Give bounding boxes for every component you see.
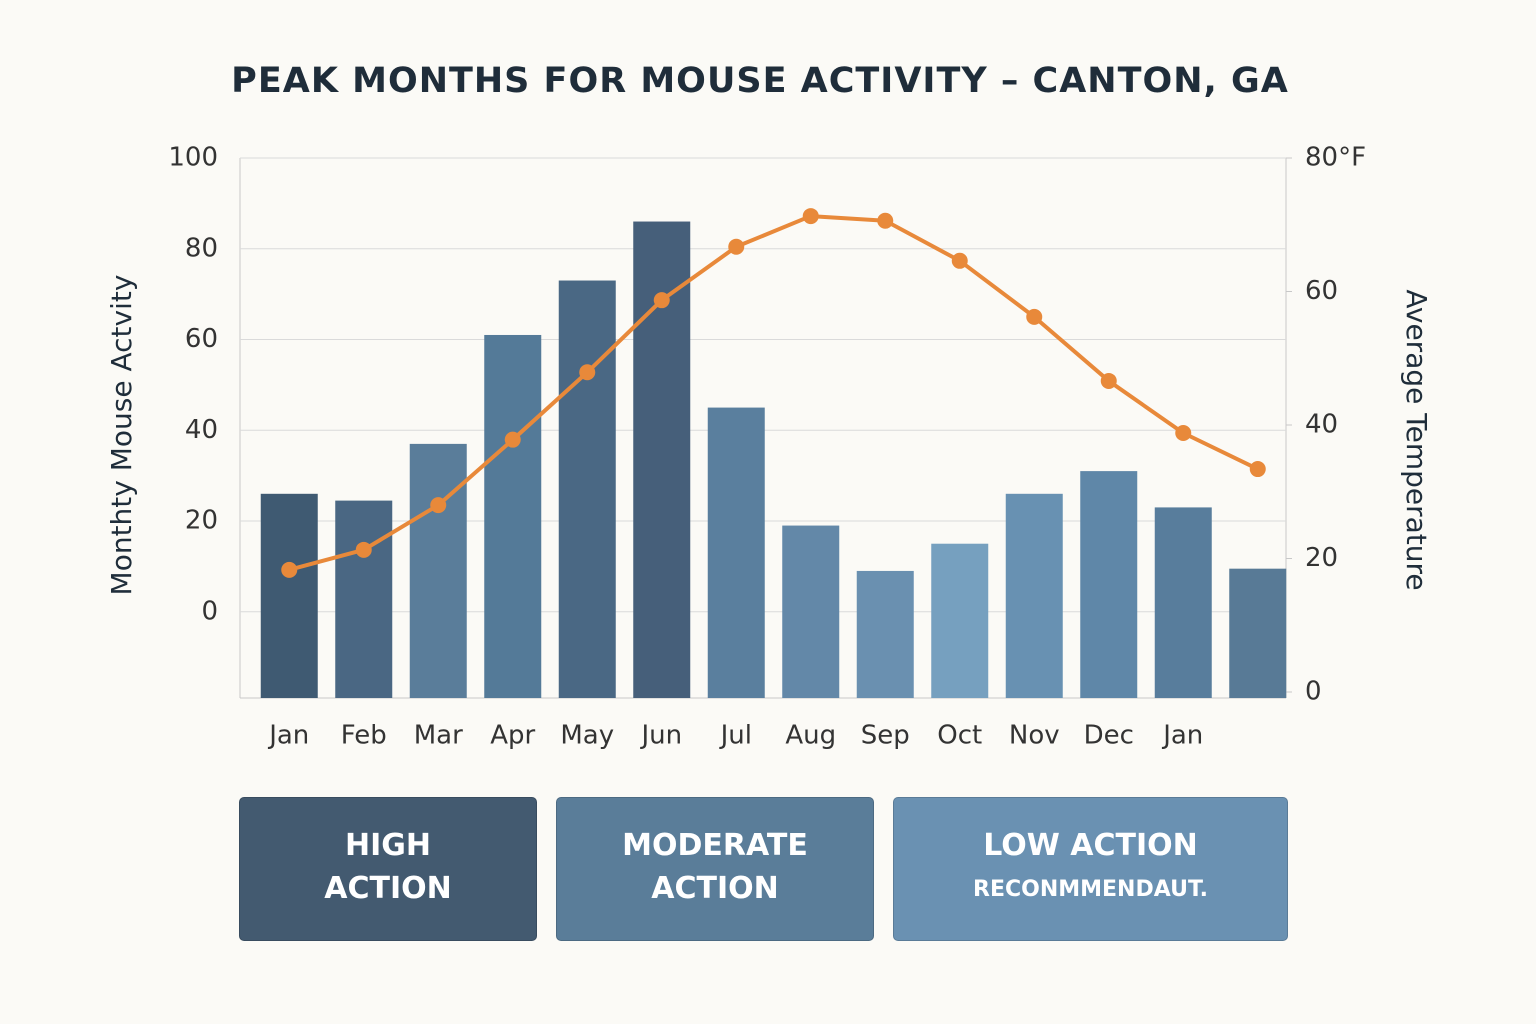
y2-axis-label: Average Temperature — [1400, 289, 1433, 590]
bar — [782, 525, 840, 698]
y-tick-label: 60 — [185, 324, 218, 354]
x-tick-label: Jun — [639, 721, 682, 751]
temperature-point — [1026, 308, 1043, 325]
y2-tick-label: 60 — [1305, 276, 1338, 306]
temperature-point — [281, 561, 298, 578]
chart-title: PEAK MONTHS FOR MOUSE ACTIVITY – CANTON,… — [231, 61, 1289, 101]
temperature-point — [1249, 461, 1266, 478]
y2-tick-label: 80°F — [1305, 143, 1366, 173]
y-tick-label: 100 — [168, 143, 218, 173]
panel-title: MODERATE ACTION — [622, 828, 808, 906]
temperature-point — [1100, 372, 1117, 389]
x-tick-label: Jul — [719, 721, 752, 751]
action-panel: MODERATE ACTION — [556, 797, 874, 941]
y-tick-label: 40 — [185, 415, 218, 445]
panel-title: HIGH ACTION — [324, 828, 452, 906]
temperature-point — [430, 497, 447, 514]
action-panel: LOW ACTION RECONMMENDAUT. — [893, 797, 1288, 941]
bar — [1229, 568, 1287, 698]
temperature-point — [877, 212, 894, 229]
bar — [1080, 471, 1138, 698]
y-tick-label: 80 — [185, 233, 218, 263]
bar — [1005, 493, 1063, 698]
x-tick-label: Mar — [414, 721, 463, 751]
temperature-point — [728, 238, 745, 255]
x-tick-label: Oct — [937, 721, 982, 751]
x-tick-label: Jan — [267, 721, 309, 751]
bar — [484, 334, 542, 698]
x-tick-label: Apr — [490, 721, 535, 751]
bar — [931, 543, 989, 698]
y2-tick-label: 0 — [1305, 677, 1322, 707]
x-tick-label: Aug — [785, 721, 836, 751]
temperature-point — [355, 541, 372, 558]
temperature-point — [504, 431, 521, 448]
x-tick-label: Feb — [341, 721, 387, 751]
bar — [335, 500, 393, 698]
x-tick-label: Dec — [1084, 721, 1134, 751]
bar — [409, 443, 467, 698]
temperature-line — [288, 214, 1259, 572]
x-tick-label: Nov — [1009, 721, 1060, 751]
bar — [1154, 507, 1212, 698]
temperature-point — [1175, 425, 1192, 442]
y2-tick-label: 20 — [1305, 543, 1338, 573]
action-panel: HIGH ACTION — [239, 797, 537, 941]
temperature-point — [951, 252, 968, 269]
temperature-point — [579, 364, 596, 381]
bar — [856, 570, 914, 698]
y2-tick-label: 40 — [1305, 410, 1338, 440]
y-axis-label: Monthty Mouse Actvity — [105, 275, 138, 596]
panel-subtitle: RECONMMENDAUT. — [973, 877, 1208, 902]
bar — [707, 407, 765, 698]
x-tick-label: Jan — [1161, 721, 1203, 751]
x-tick-label: May — [560, 721, 614, 751]
panel-title: LOW ACTION — [983, 828, 1198, 863]
x-tick-label: Sep — [861, 721, 910, 751]
y-tick-label: 20 — [185, 506, 218, 536]
bar — [260, 493, 318, 698]
bar — [558, 280, 616, 698]
temperature-point — [653, 292, 670, 309]
y-tick-label: 0 — [201, 596, 218, 626]
temperature-point — [802, 208, 819, 225]
